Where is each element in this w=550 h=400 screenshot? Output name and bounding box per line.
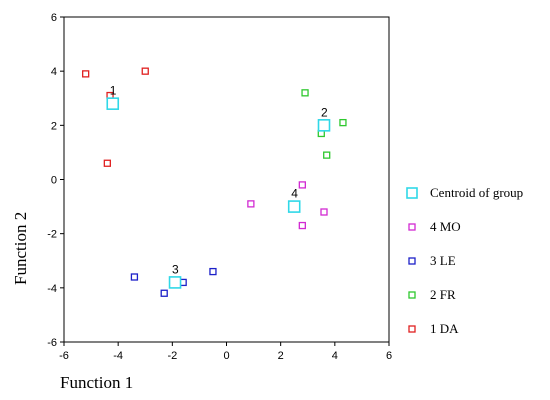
- centroid-marker: [106, 97, 120, 110]
- point-4-mo: [247, 200, 255, 208]
- y-tick-label: -6: [47, 337, 57, 349]
- centroid-label: 1: [110, 84, 117, 98]
- x-tick-label: 6: [386, 350, 392, 362]
- legend: Centroid of group 4 MO 3 LE 2 FR 1 DA: [406, 185, 523, 336]
- y-tick-label: 4: [51, 66, 57, 78]
- point-2-fr: [339, 118, 347, 127]
- legend-label: 1 DA: [430, 321, 459, 336]
- x-axis-title: Function 1: [60, 373, 133, 392]
- legend-label: 4 MO: [430, 219, 461, 234]
- x-tick-label: 4: [332, 350, 338, 362]
- legend-swatch: [408, 291, 416, 299]
- point-3-le: [209, 267, 217, 276]
- legend-label: 3 LE: [430, 253, 456, 268]
- legend-swatch: [408, 257, 416, 265]
- legend-swatch: [408, 223, 416, 231]
- y-tick-label: -4: [47, 283, 57, 295]
- x-tick-label: -2: [167, 350, 177, 362]
- point-4-mo: [298, 181, 306, 189]
- point-1-da: [141, 67, 149, 75]
- centroid-marker: [317, 119, 331, 132]
- y-tick-label: 6: [51, 12, 57, 24]
- point-2-fr: [301, 89, 309, 97]
- y-tick-label: 2: [51, 120, 57, 132]
- centroid-label: 2: [321, 105, 328, 119]
- plot-area: -6 -4 -2 0 2 4 6 -6 -4 -2 0 2 4 6 1 2 3 4: [47, 12, 392, 362]
- y-tick-label: -2: [47, 229, 57, 241]
- x-tick-label: 0: [223, 350, 229, 362]
- point-4-mo: [320, 208, 328, 216]
- x-tick-label: -4: [113, 350, 123, 362]
- legend-swatch: [408, 325, 416, 333]
- centroid-marker: [168, 276, 182, 289]
- x-tick-label: -6: [59, 350, 69, 362]
- y-axis-title: Function 2: [11, 212, 30, 285]
- y-tick-label: 0: [51, 175, 57, 187]
- legend-swatch: [406, 187, 418, 199]
- plot-frame: [63, 16, 390, 343]
- x-tick-label: 2: [278, 350, 284, 362]
- legend-label: 2 FR: [430, 287, 456, 302]
- centroid-label: 3: [172, 262, 179, 276]
- point-3-le: [130, 273, 139, 281]
- centroid-marker: [287, 200, 301, 213]
- legend-label: Centroid of group: [430, 185, 523, 200]
- point-3-le: [160, 289, 168, 297]
- point-2-fr: [323, 151, 331, 159]
- point-1-da: [103, 159, 111, 167]
- centroid-label: 4: [291, 187, 298, 201]
- point-4-mo: [298, 221, 306, 230]
- point-1-da: [82, 70, 90, 78]
